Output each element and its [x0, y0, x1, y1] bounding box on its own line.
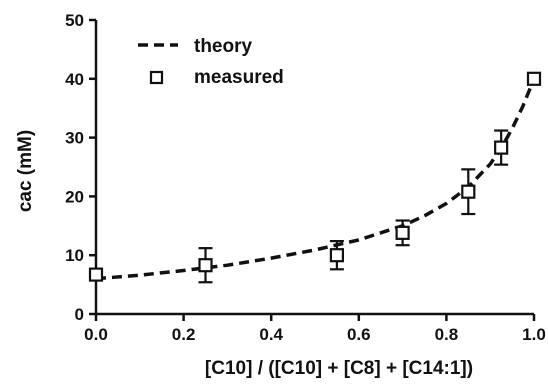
y-tick-label: 20 — [65, 187, 84, 206]
measured-point — [329, 239, 344, 271]
measured-marker — [526, 71, 542, 86]
y-tick-label: 30 — [65, 129, 84, 148]
measured-marker — [494, 140, 509, 155]
y-tick-label: 0 — [75, 305, 84, 324]
series-group — [88, 71, 542, 284]
axis-titles-group: [C10] / ([C10] + [C8] + [C14:1]) cac (mM… — [15, 130, 473, 379]
ticks-group: 0.0 0.2 0.4 0.6 0.8 1.0 0 10 20 30 40 50 — [65, 11, 546, 344]
measured-marker — [329, 248, 344, 263]
x-tick-label: 0.2 — [172, 325, 196, 344]
y-axis-title: cac (mM) — [15, 130, 36, 212]
measured-point — [88, 267, 104, 282]
measured-point — [198, 247, 213, 284]
measured-point — [461, 168, 476, 216]
measured-point — [494, 129, 509, 166]
x-tick-label: 1.0 — [522, 325, 546, 344]
measured-point — [395, 219, 410, 247]
x-tick-label: 0.0 — [84, 325, 108, 344]
measured-point — [526, 71, 542, 86]
y-tick-label: 40 — [65, 70, 84, 89]
legend-measured-label: measured — [194, 67, 284, 88]
measured-marker — [88, 267, 104, 282]
legend-measured-marker — [149, 70, 164, 85]
legend-theory-label: theory — [194, 36, 253, 57]
legend: theory measured — [138, 36, 284, 88]
x-tick-label: 0.8 — [435, 325, 459, 344]
y-tick-label: 50 — [65, 11, 84, 30]
measured-marker — [198, 258, 213, 273]
axes-group — [94, 20, 534, 316]
theory-curve — [95, 78, 536, 281]
y-tick-label: 10 — [65, 246, 84, 265]
x-axis-title: [C10] / ([C10] + [C8] + [C14:1]) — [205, 358, 473, 379]
measured-marker — [461, 184, 476, 199]
x-tick-label: 0.6 — [347, 325, 371, 344]
measured-marker — [395, 225, 410, 240]
x-tick-label: 0.4 — [259, 325, 283, 344]
